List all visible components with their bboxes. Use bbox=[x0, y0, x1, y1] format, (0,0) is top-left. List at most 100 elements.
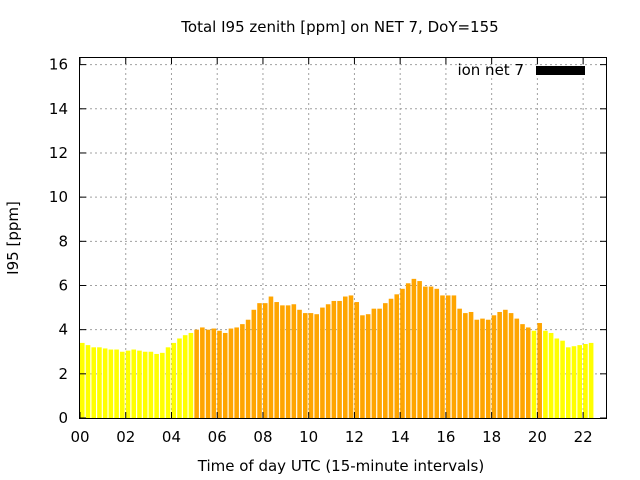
bar bbox=[217, 330, 222, 418]
bar bbox=[588, 342, 594, 418]
bar bbox=[445, 295, 451, 418]
bar bbox=[360, 315, 365, 418]
bar bbox=[503, 309, 508, 418]
bar bbox=[457, 308, 462, 418]
chart-title: Total I95 zenith [ppm] on NET 7, DoY=155 bbox=[180, 18, 498, 36]
bar bbox=[377, 308, 382, 418]
bar bbox=[200, 327, 205, 418]
x-tick-label: 18 bbox=[482, 428, 501, 446]
bar bbox=[474, 319, 480, 418]
y-tick-label: 12 bbox=[49, 144, 68, 162]
bar bbox=[565, 347, 571, 418]
y-tick-label: 14 bbox=[49, 100, 68, 118]
bar bbox=[343, 296, 348, 418]
y-tick-label: 16 bbox=[49, 56, 68, 74]
bar bbox=[302, 313, 308, 418]
bar bbox=[257, 303, 262, 418]
y-tick-label: 6 bbox=[58, 276, 68, 294]
bar bbox=[348, 295, 354, 418]
plot-frame bbox=[79, 57, 607, 419]
bar bbox=[251, 309, 257, 418]
x-tick-label: 00 bbox=[70, 428, 89, 446]
bar bbox=[371, 308, 377, 418]
y-tick-label: 10 bbox=[49, 188, 68, 206]
bar bbox=[314, 314, 319, 418]
bar bbox=[91, 347, 97, 418]
bar bbox=[354, 302, 360, 418]
x-tick-label: 02 bbox=[116, 428, 135, 446]
bar bbox=[268, 296, 274, 418]
bar bbox=[308, 313, 314, 418]
bar bbox=[285, 305, 291, 418]
bar bbox=[440, 295, 445, 418]
bar bbox=[480, 318, 485, 418]
bar bbox=[571, 346, 577, 418]
bar bbox=[222, 332, 228, 418]
bar bbox=[102, 348, 108, 418]
bar bbox=[97, 347, 102, 418]
bar bbox=[211, 328, 217, 418]
bar bbox=[365, 314, 371, 418]
bar bbox=[560, 340, 565, 418]
bar bbox=[80, 342, 85, 418]
bar bbox=[417, 281, 422, 418]
bar bbox=[463, 313, 468, 418]
bar bbox=[85, 345, 91, 418]
bar bbox=[554, 338, 560, 418]
bar bbox=[491, 315, 497, 418]
bar bbox=[108, 349, 114, 418]
y-tick-label: 4 bbox=[58, 321, 68, 339]
bar bbox=[160, 352, 165, 418]
bar bbox=[171, 342, 177, 418]
bar bbox=[245, 319, 251, 418]
bar bbox=[148, 351, 154, 418]
bar bbox=[537, 323, 542, 418]
legend-swatch bbox=[536, 66, 585, 75]
bar bbox=[182, 335, 188, 418]
y-tick-label: 8 bbox=[58, 232, 68, 250]
bars bbox=[80, 278, 594, 418]
bar bbox=[320, 307, 325, 418]
bar bbox=[508, 313, 514, 418]
x-tick-label: 10 bbox=[299, 428, 318, 446]
bar bbox=[177, 338, 182, 418]
x-tick-label: 14 bbox=[391, 428, 410, 446]
x-tick-label: 12 bbox=[345, 428, 364, 446]
bar bbox=[434, 288, 440, 418]
bar bbox=[262, 303, 268, 418]
bar bbox=[468, 311, 474, 418]
bar bbox=[114, 349, 119, 418]
bar bbox=[583, 344, 588, 418]
bar bbox=[240, 324, 245, 418]
bar bbox=[394, 294, 400, 418]
x-tick-label: 16 bbox=[436, 428, 455, 446]
bar bbox=[120, 351, 125, 418]
x-tick-label: 20 bbox=[528, 428, 547, 446]
x-tick-label: 22 bbox=[574, 428, 593, 446]
bar bbox=[165, 347, 171, 418]
bar bbox=[274, 302, 279, 418]
bar bbox=[234, 327, 239, 418]
bar bbox=[228, 328, 234, 418]
bar bbox=[514, 318, 520, 418]
x-tick-label: 08 bbox=[253, 428, 272, 446]
bar bbox=[337, 300, 342, 418]
bar bbox=[405, 283, 411, 418]
bar bbox=[577, 345, 582, 418]
bar bbox=[205, 329, 211, 418]
y-axis-label: I95 [ppm] bbox=[4, 201, 22, 275]
bar bbox=[428, 286, 434, 418]
bar bbox=[297, 309, 302, 418]
bar bbox=[525, 327, 531, 418]
bar bbox=[142, 351, 148, 418]
bar bbox=[137, 350, 142, 418]
x-axis-label: Time of day UTC (15-minute intervals) bbox=[197, 457, 484, 475]
bar bbox=[194, 329, 199, 418]
bar bbox=[388, 298, 394, 418]
bar bbox=[423, 286, 428, 418]
bar bbox=[543, 330, 548, 418]
legend: ion net 7 bbox=[457, 61, 585, 79]
bar bbox=[154, 353, 159, 418]
